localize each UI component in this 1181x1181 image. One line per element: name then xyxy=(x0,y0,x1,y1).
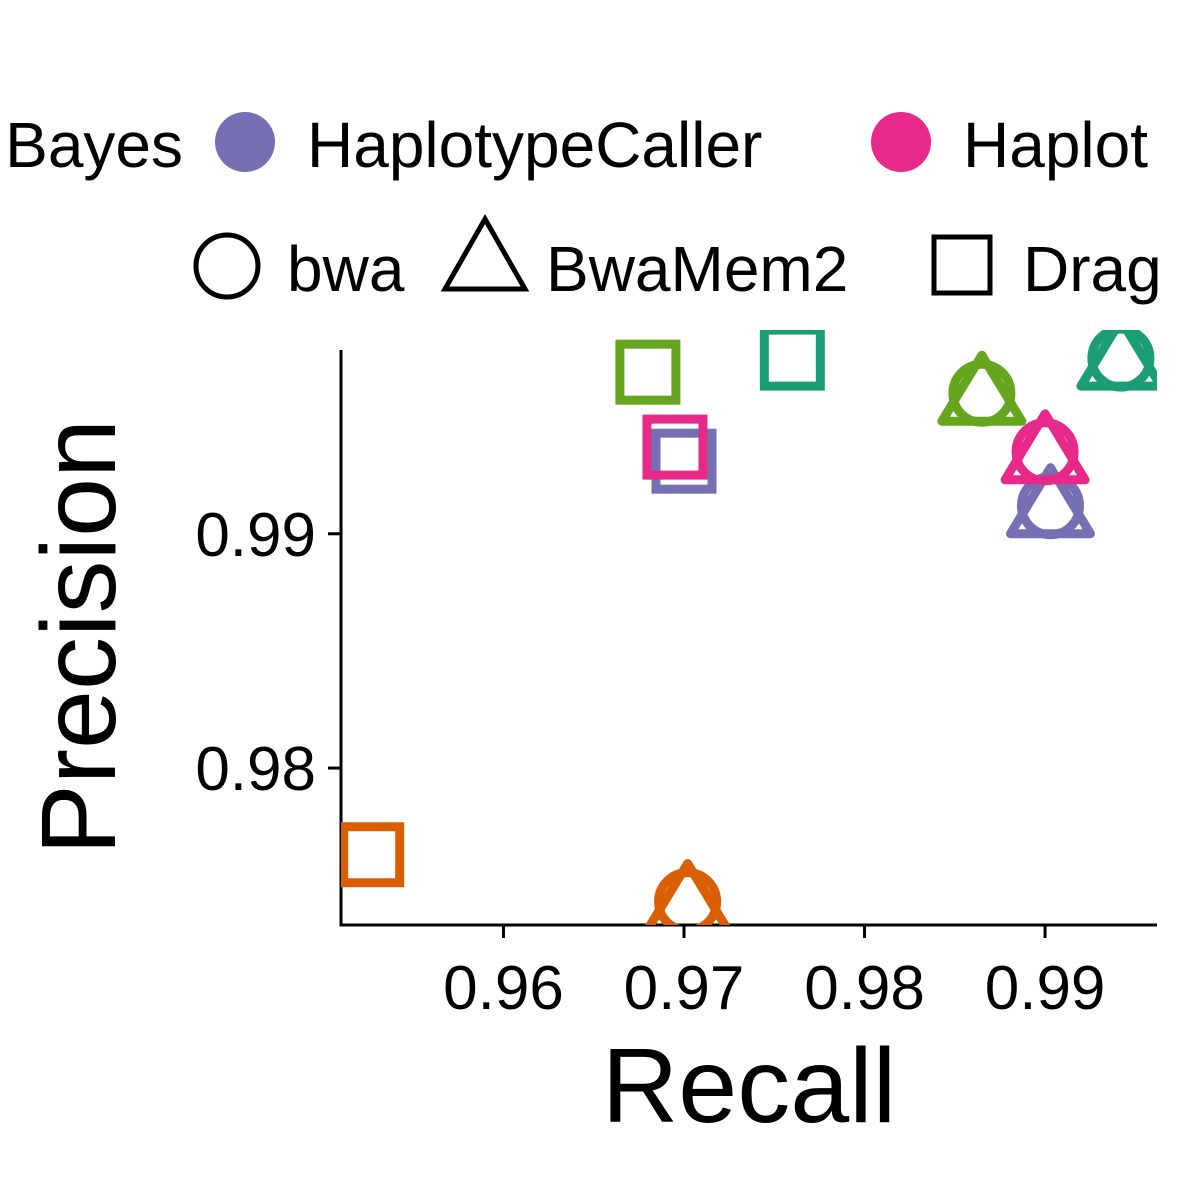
x-tick-label: 0.98 xyxy=(804,954,925,1023)
x-axis-title: Recall xyxy=(602,1027,897,1145)
y-axis-title: Precision xyxy=(20,419,138,855)
legend-shape-square-icon xyxy=(931,234,993,296)
point-square xyxy=(651,428,717,494)
legend-shape-circle-icon xyxy=(193,232,261,300)
legend-shape-label-drag: Drag xyxy=(1023,233,1162,305)
y-tick-label: 0.98 xyxy=(195,735,316,804)
point-square xyxy=(615,339,681,405)
axes: 0.96 0.97 0.98 0.99 0.98 0.99 xyxy=(195,350,1157,1023)
point-triangle xyxy=(645,859,731,925)
legend-color-swatch-haplot xyxy=(871,112,931,172)
point-triangle xyxy=(937,350,1027,426)
legend-color-label-haplotypecaller: HaplotypeCaller xyxy=(307,109,762,181)
y-tick-label: 0.99 xyxy=(195,501,316,570)
point-triangle xyxy=(1076,330,1157,391)
x-tick-label: 0.99 xyxy=(985,954,1106,1023)
data-points xyxy=(341,330,1157,925)
color-legend: Bayes HaplotypeCaller Haplot xyxy=(5,109,1148,181)
point-square xyxy=(759,330,825,391)
shape-legend: bwa BwaMem2 Drag xyxy=(193,213,1162,305)
x-tick-label: 0.96 xyxy=(443,954,564,1023)
x-axis-ticks: 0.96 0.97 0.98 0.99 xyxy=(443,925,1105,1023)
point-triangle xyxy=(1000,409,1090,485)
y-axis-ticks: 0.98 0.99 xyxy=(195,501,341,804)
legend-color-label-haplot: Haplot xyxy=(963,109,1148,181)
point-triangle xyxy=(1005,463,1095,539)
point-circle xyxy=(654,868,722,925)
point-square xyxy=(341,822,405,888)
legend-color-swatch-haplotypecaller xyxy=(215,112,275,172)
legend-shape-triangle-icon xyxy=(440,213,530,292)
legend-shape-label-bwa: bwa xyxy=(287,233,405,305)
legend-shape-label-bwamem2: BwaMem2 xyxy=(546,233,848,305)
point-square xyxy=(642,414,708,480)
legend-color-label-bayes: Bayes xyxy=(5,109,183,181)
x-tick-label: 0.97 xyxy=(624,954,745,1023)
